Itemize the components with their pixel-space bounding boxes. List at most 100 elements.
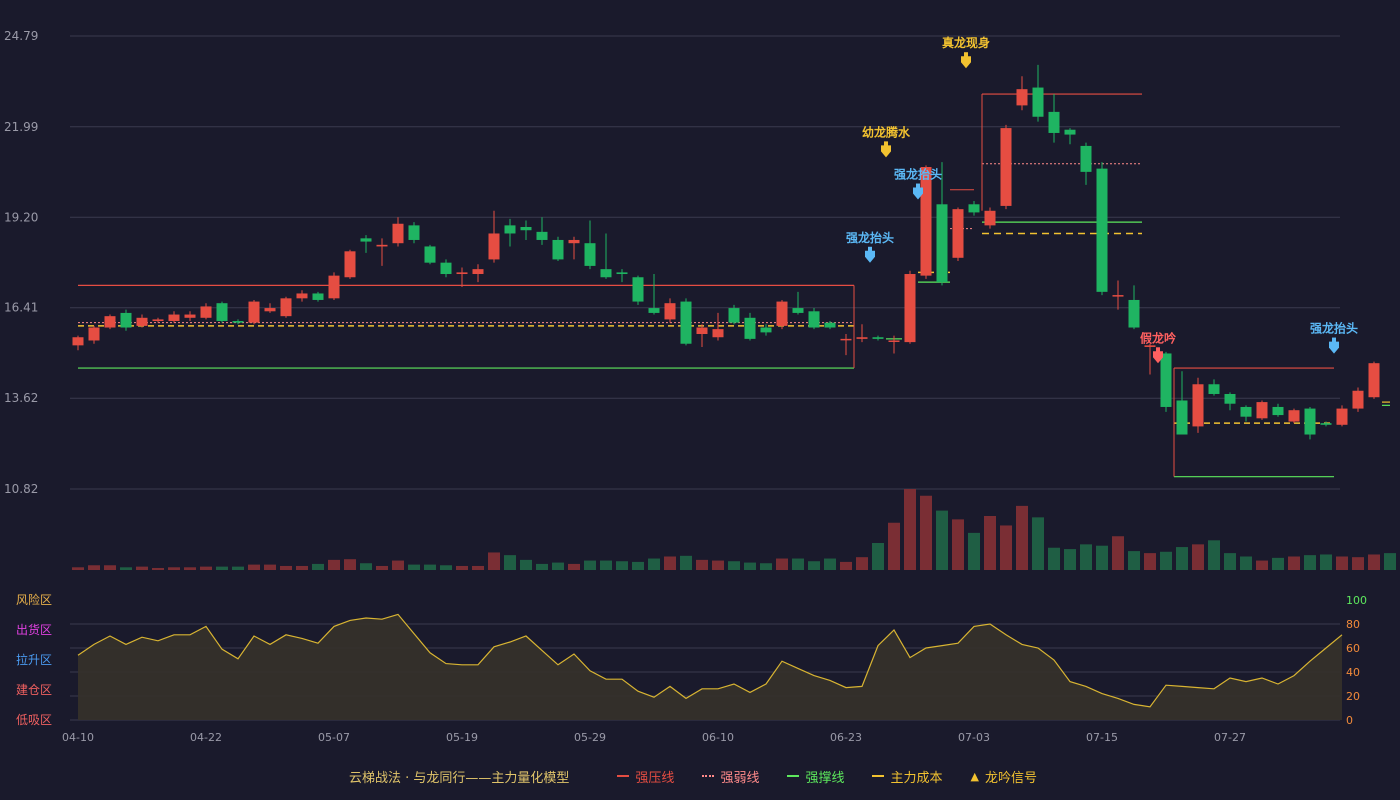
candle-body (1144, 345, 1156, 347)
cost-line-swatch-icon (872, 775, 885, 777)
signal-jia-arrow-icon (1153, 351, 1163, 364)
x-tick-label: 06-10 (702, 731, 734, 744)
volume-bar (680, 555, 692, 570)
volume-bar (72, 567, 84, 570)
triangle-icon: ▲ (970, 769, 979, 783)
legend-item-cost[interactable]: 主力成本 (872, 767, 942, 786)
candle-body (472, 269, 484, 275)
volume-bar (616, 561, 628, 570)
pressure-line-swatch-icon (617, 775, 630, 777)
volume-bar (456, 565, 468, 570)
volume-bar (280, 565, 292, 570)
signal-qiang-a-arrow-stem (868, 246, 872, 252)
legend-item-weak[interactable]: 强弱线 (702, 767, 759, 786)
candle-body (600, 269, 612, 278)
volume-bar (584, 560, 596, 570)
zone-label: 出货区 (16, 622, 52, 637)
volume-bar (424, 564, 436, 570)
candle-body (440, 262, 452, 275)
volume-bar (1352, 557, 1364, 570)
candle-body (424, 246, 436, 263)
volume-bar (392, 560, 404, 570)
weak-line-swatch-icon (702, 775, 715, 777)
candle-body (696, 327, 708, 335)
candle-body (840, 338, 852, 341)
volume-bar (1096, 545, 1108, 570)
signal-zhen-arrow-stem (964, 52, 968, 58)
legend-label-weak: 强弱线 (720, 770, 760, 786)
candle-body (1336, 408, 1348, 425)
signal-you-label: 幼龙腾水 (862, 124, 911, 139)
volume-bar (824, 558, 836, 570)
price-tick-label: 13.62 (4, 391, 38, 405)
volume-bar (1016, 505, 1028, 570)
signal-you-arrow-stem (884, 141, 888, 147)
candle-body (568, 239, 580, 244)
candle-body (952, 209, 964, 258)
candle-body (296, 293, 308, 299)
signal-zhen-label: 真龙现身 (942, 35, 990, 50)
volume-bar (504, 555, 516, 570)
candle-body (648, 308, 660, 313)
volume-bar (1208, 540, 1220, 570)
volume-bar (744, 562, 756, 570)
candle-body (1160, 353, 1172, 407)
volume-bar (552, 562, 564, 570)
volume-bar (856, 557, 868, 570)
oscillator-area (78, 614, 1342, 720)
candle-body (136, 317, 148, 326)
volume-bar (376, 565, 388, 570)
x-tick-label: 05-29 (574, 731, 606, 744)
legend-title: 云梯战法 · 与龙同行——主力量化模型 (349, 770, 570, 786)
candle-body (664, 303, 676, 320)
volume-bar (520, 559, 532, 570)
zone-label: 低吸区 (16, 713, 52, 727)
x-tick-label: 04-22 (190, 731, 222, 744)
legend-item-support[interactable]: 强撑线 (787, 767, 844, 786)
candle-body (120, 312, 132, 328)
candle-body (312, 293, 324, 300)
volume-bar (632, 561, 644, 570)
candle-body (1320, 423, 1332, 425)
osc-tick-label: 60 (1346, 642, 1360, 655)
candle-body (680, 301, 692, 344)
candle-body (344, 251, 356, 278)
volume-bar (248, 564, 260, 570)
volume-bar (1048, 547, 1060, 570)
volume-bar (200, 566, 212, 570)
x-tick-label: 06-23 (830, 731, 862, 744)
candle-body (712, 329, 724, 338)
volume-bar (1000, 525, 1012, 570)
signal-qiang-c-arrow-stem (1332, 337, 1336, 343)
signal-qiang-c-arrow-icon (1329, 341, 1339, 354)
x-tick-label: 04-10 (62, 731, 94, 744)
candle-body (760, 327, 772, 333)
candle-body (792, 308, 804, 313)
price-tick-label: 19.20 (4, 210, 38, 224)
candle-body (1080, 145, 1092, 172)
signal-qiang-a-label: 强龙抬头 (846, 230, 894, 245)
legend-item-signal[interactable]: ▲ 龙吟信号 (970, 767, 1036, 786)
volume-bar (1304, 555, 1316, 570)
candle-body (168, 314, 180, 322)
volume-bar (1384, 553, 1396, 570)
candle-body (776, 301, 788, 326)
legend-item-pressure[interactable]: 强压线 (617, 767, 674, 786)
volume-bar (1272, 557, 1284, 570)
legend-label-signal: 龙吟信号 (984, 770, 1037, 786)
candle-body (1000, 128, 1012, 206)
osc-tick-label: 80 (1346, 618, 1360, 631)
volume-bar (696, 559, 708, 570)
volume-bar (984, 516, 996, 570)
candle-body (488, 233, 500, 260)
volume-bar (728, 561, 740, 570)
volume-bar (360, 563, 372, 570)
volume-bar (536, 563, 548, 570)
volume-bar (136, 566, 148, 570)
candle-body (360, 238, 372, 242)
candle-body (1256, 402, 1268, 419)
candle-body (744, 317, 756, 339)
candle-body (1064, 129, 1076, 135)
candle-body (936, 204, 948, 283)
candle-body (264, 308, 276, 312)
